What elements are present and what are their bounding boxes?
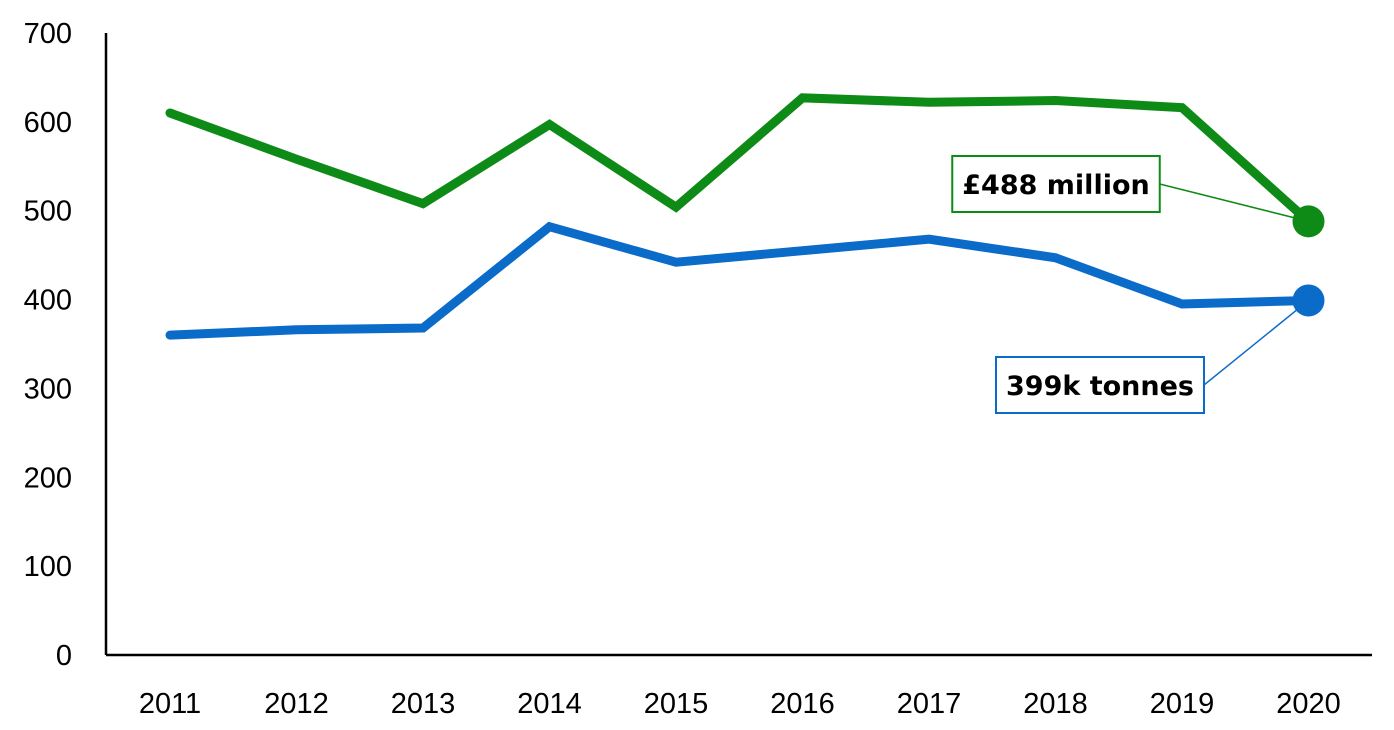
data-point <box>549 124 550 126</box>
data-point <box>1181 107 1183 109</box>
callout-box <box>951 155 1161 213</box>
y-tick-label: 0 <box>56 640 72 672</box>
callout-label: £488 million <box>951 155 1309 223</box>
data-point <box>675 206 677 208</box>
data-point <box>296 329 297 331</box>
y-tick-label: 200 <box>24 462 72 494</box>
data-point <box>549 226 550 228</box>
data-point <box>169 334 171 336</box>
data-point <box>296 158 297 160</box>
x-tick-label: 2013 <box>391 688 456 720</box>
y-tick-label: 600 <box>24 107 72 139</box>
y-tick-label: 400 <box>24 285 72 317</box>
data-point <box>1181 303 1183 305</box>
x-tick-label: 2018 <box>1023 688 1088 720</box>
x-tick-label: 2011 <box>139 688 201 720</box>
data-point <box>802 97 803 99</box>
x-tick-label: 2020 <box>1276 688 1341 720</box>
x-tick-label: 2012 <box>264 688 329 720</box>
callout-text: £488 million <box>962 170 1149 201</box>
data-point <box>928 101 930 103</box>
data-point <box>1055 257 1056 259</box>
data-point <box>422 327 424 329</box>
callout-label: 399k tonnes <box>995 299 1309 414</box>
y-axis-ticks: 0 100 200 300 400 500 600 700 <box>24 18 72 672</box>
data-point <box>169 112 171 114</box>
data-point <box>928 238 930 240</box>
data-point <box>675 261 677 263</box>
x-tick-label: 2016 <box>770 688 835 720</box>
data-point <box>802 250 803 252</box>
series-line-1 <box>165 221 1313 340</box>
x-axis-ticks: 2011 2012 2013 2014 2015 2016 2017 2018 2019 2020 <box>139 688 1341 720</box>
series-layer <box>165 93 1325 340</box>
x-tick-label: 2019 <box>1150 688 1215 720</box>
x-tick-label: 2017 <box>897 688 962 720</box>
data-point <box>422 203 424 205</box>
x-tick-label: 2015 <box>644 688 709 720</box>
y-tick-label: 100 <box>24 551 72 583</box>
y-tick-label: 500 <box>24 196 72 228</box>
callout-leader-line <box>1203 299 1309 386</box>
callout-leader-line <box>1159 183 1309 223</box>
series-line-0 <box>165 93 1313 226</box>
data-point <box>1055 100 1056 102</box>
callout-text: 399k tonnes <box>1006 371 1194 402</box>
x-tick-label: 2014 <box>517 688 582 720</box>
y-tick-label: 700 <box>24 18 72 50</box>
y-tick-label: 300 <box>24 373 72 405</box>
callout-layer: £488 million 399k tonnes <box>951 155 1309 414</box>
